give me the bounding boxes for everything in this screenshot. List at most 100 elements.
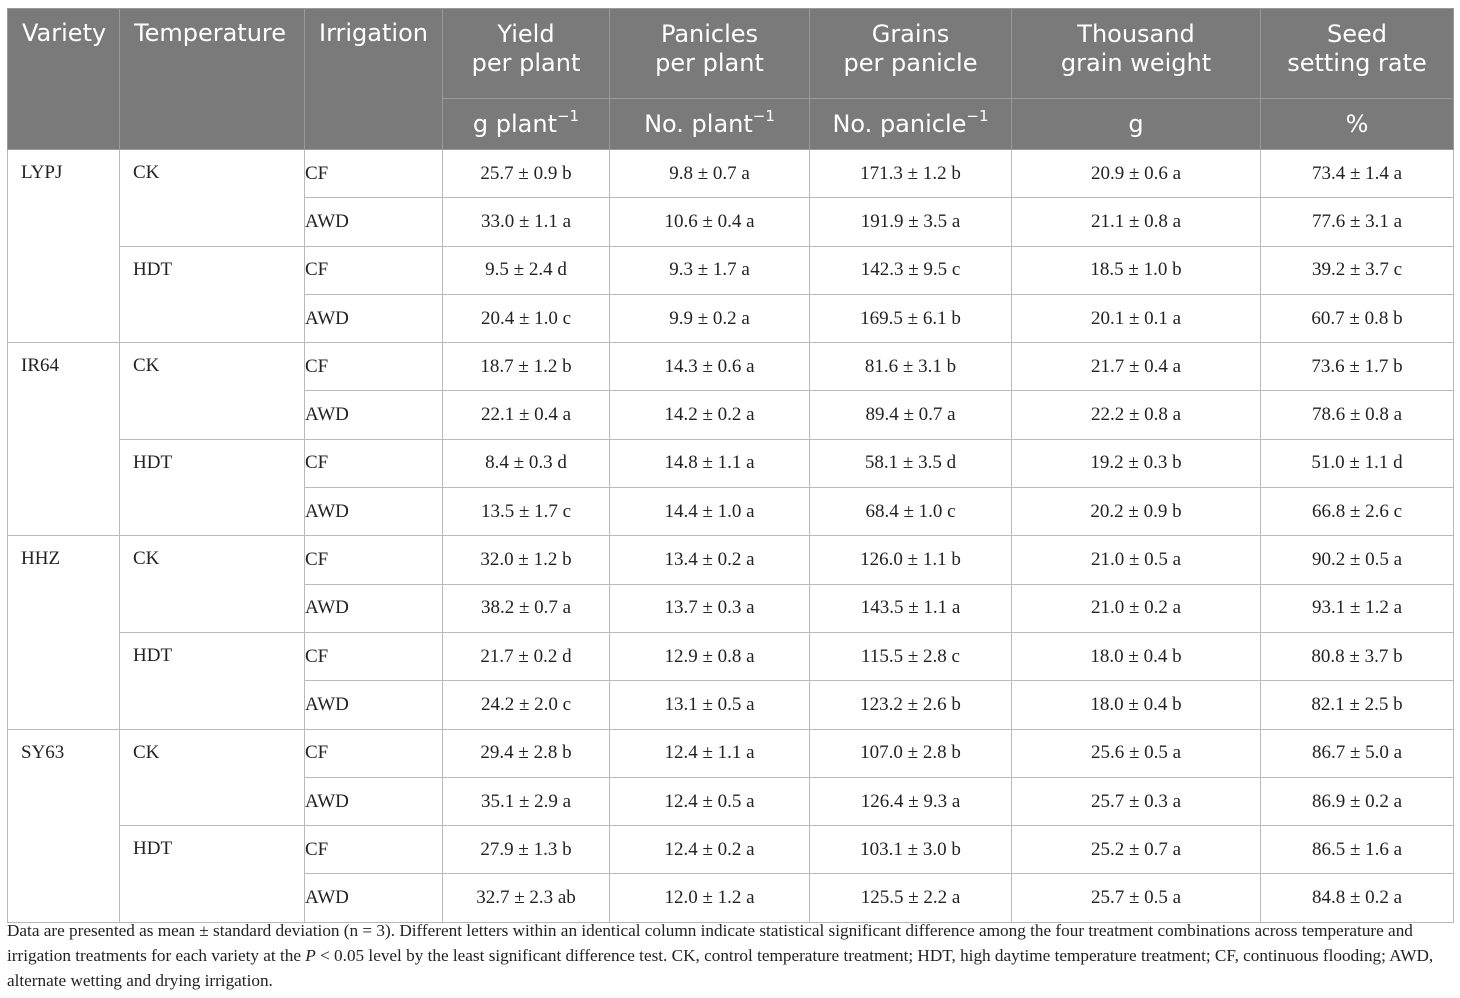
irrigation-cell: CF (304, 825, 443, 875)
value-cell: 66.8 ± 2.6 c (1260, 487, 1454, 537)
header-yield-line2: per plant (471, 49, 581, 77)
value-cell: 14.8 ± 1.1 a (609, 438, 810, 489)
value-cell: 38.2 ± 0.7 a (442, 583, 610, 633)
table-row: AWD 32.7 ± 2.3 ab 12.0 ± 1.2 a 125.5 ± 2.2 … (8, 873, 1454, 923)
value-cell: 14.2 ± 0.2 a (609, 390, 810, 440)
value-cell: 126.4 ± 9.3 a (809, 776, 1012, 827)
value-cell: 21.0 ± 0.5 a (1011, 535, 1261, 585)
value-cell: 143.5 ± 1.1 a (809, 583, 1012, 633)
value-cell: 81.6 ± 3.1 b (809, 342, 1012, 392)
unit-thousand-grain-weight: g (1011, 98, 1261, 150)
header-tgw-line2: grain weight (1060, 49, 1212, 77)
header-seed-setting-rate: Seed setting rate (1260, 8, 1454, 99)
unit-panicles: No. plant−1 (609, 98, 810, 150)
value-cell: 22.2 ± 0.8 a (1011, 390, 1261, 440)
value-cell: 115.5 ± 2.8 c (809, 631, 1012, 682)
table-row: HHZ CK CF 32.0 ± 1.2 b 13.4 ± 0.2 a 126.0 ± 1… (7, 535, 1454, 730)
value-cell: 21.7 ± 0.4 a (1011, 342, 1261, 392)
value-cell: 22.1 ± 0.4 a (442, 390, 610, 440)
value-cell: 9.3 ± 1.7 a (609, 245, 810, 295)
value-cell: 19.2 ± 0.3 b (1011, 438, 1261, 489)
value-cell: 103.1 ± 3.0 b (809, 825, 1012, 875)
table-container: Variety Temperature Irrigation Yield per… (7, 8, 1454, 923)
irrigation-cell: CF (304, 342, 443, 392)
header-panicles: Panicles per plant (609, 8, 810, 99)
footnote-part1: Data are presented as mean ± standard de… (7, 921, 1413, 965)
temperature-cell: HDT (119, 631, 305, 730)
value-cell: 171.3 ± 1.2 b (809, 148, 1012, 199)
value-cell: 18.5 ± 1.0 b (1011, 245, 1261, 295)
unit-yield-text: g plant (472, 109, 557, 138)
table-row: AWD 35.1 ± 2.9 a 12.4 ± 0.5 a 126.4 ± 9.3 a… (8, 776, 1454, 827)
value-cell: 12.4 ± 1.1 a (609, 728, 810, 778)
temperature-cell: CK (119, 728, 305, 827)
header-thousand-grain-weight: Thousand grain weight (1011, 8, 1261, 99)
unit-grains-text: No. panicle (832, 109, 967, 138)
value-cell: 58.1 ± 3.5 d (809, 438, 1012, 489)
value-cell: 32.0 ± 1.2 b (442, 535, 610, 585)
irrigation-cell: AWD (304, 293, 443, 344)
value-cell: 107.0 ± 2.8 b (809, 728, 1012, 778)
temperature-cell: HDT (119, 245, 305, 344)
value-cell: 13.4 ± 0.2 a (609, 535, 810, 585)
temperature-cell: HDT (119, 438, 305, 537)
value-cell: 86.5 ± 1.6 a (1260, 825, 1454, 875)
value-cell: 12.0 ± 1.2 a (609, 873, 810, 923)
value-cell: 77.6 ± 3.1 a (1260, 197, 1454, 247)
temperature-cell: CK (119, 149, 305, 247)
value-cell: 18.7 ± 1.2 b (442, 342, 610, 392)
value-cell: 73.4 ± 1.4 a (1260, 148, 1454, 199)
table-row: HDT CF 21.7 ± 0.2 d 12.9 ± 0.8 a 115.5 ± 2.8… (8, 631, 1454, 730)
value-cell: 25.2 ± 0.7 a (1011, 825, 1261, 875)
table-row: HDT CF 8.4 ± 0.3 d 14.8 ± 1.1 a 58.1 ± 3.5 d… (8, 438, 1454, 537)
value-cell: 14.3 ± 0.6 a (609, 342, 810, 392)
irrigation-cell: AWD (304, 776, 443, 827)
value-cell: 27.9 ± 1.3 b (442, 825, 610, 875)
footnote-part2: < 0.05 level by the least significant di… (7, 946, 1434, 990)
value-cell: 142.3 ± 9.5 c (809, 245, 1012, 295)
value-cell: 18.0 ± 0.4 b (1011, 631, 1261, 682)
header-row-units: g plant−1 No. plant−1 No. panicle−1 g % (8, 98, 1454, 150)
value-cell: 169.5 ± 6.1 b (809, 293, 1012, 344)
header-row-titles: Variety Temperature Irrigation Yield per… (7, 8, 1454, 150)
value-cell: 29.4 ± 2.8 b (442, 728, 610, 778)
header-panicles-line1: Panicles (660, 20, 759, 48)
value-cell: 86.7 ± 5.0 a (1260, 728, 1454, 778)
value-cell: 35.1 ± 2.9 a (442, 776, 610, 827)
data-table: Variety Temperature Irrigation Yield per… (7, 8, 1454, 923)
irrigation-cell: AWD (304, 487, 443, 537)
irrigation-cell: CF (304, 438, 443, 489)
value-cell: 21.7 ± 0.2 d (442, 631, 610, 682)
table-row: IR64 CK CF 18.7 ± 1.2 b 14.3 ± 0.6 a 81.6 ± 3… (7, 342, 1454, 537)
irrigation-cell: CF (304, 148, 443, 199)
irrigation-cell: AWD (304, 680, 443, 730)
value-cell: 93.1 ± 1.2 a (1260, 583, 1454, 633)
value-cell: 126.0 ± 1.1 b (809, 535, 1012, 585)
irrigation-cell: AWD (304, 197, 443, 247)
value-cell: 12.9 ± 0.8 a (609, 631, 810, 682)
value-cell: 78.6 ± 0.8 a (1260, 390, 1454, 440)
value-cell: 25.7 ± 0.9 b (442, 148, 610, 199)
variety-cell: SY63 (7, 728, 120, 923)
irrigation-cell: AWD (304, 583, 443, 633)
temperature-cell: CK (119, 535, 305, 633)
value-cell: 10.6 ± 0.4 a (609, 197, 810, 247)
value-cell: 191.9 ± 3.5 a (809, 197, 1012, 247)
table-row: LYPJ CK CF 25.7 ± 0.9 b 9.8 ± 0.7 a 171.3 ± 1… (7, 148, 1454, 344)
header-temperature: Temperature (119, 8, 305, 150)
value-cell: 20.4 ± 1.0 c (442, 293, 610, 344)
unit-grains-sup: −1 (966, 106, 989, 125)
header-panicles-line2: per plant (655, 49, 764, 77)
header-ssr-line1: Seed (1327, 20, 1387, 48)
value-cell: 25.7 ± 0.3 a (1011, 776, 1261, 827)
value-cell: 21.1 ± 0.8 a (1011, 197, 1261, 247)
temperature-cell: HDT (119, 825, 305, 923)
value-cell: 24.2 ± 2.0 c (442, 680, 610, 730)
value-cell: 20.2 ± 0.9 b (1011, 487, 1261, 537)
unit-yield: g plant−1 (442, 98, 610, 150)
value-cell: 20.9 ± 0.6 a (1011, 148, 1261, 199)
table-row: HDT CF 27.9 ± 1.3 b 12.4 ± 0.2 a 103.1 ± 3.0… (8, 825, 1454, 923)
value-cell: 33.0 ± 1.1 a (442, 197, 610, 247)
unit-ssr-text: % (1345, 109, 1369, 138)
